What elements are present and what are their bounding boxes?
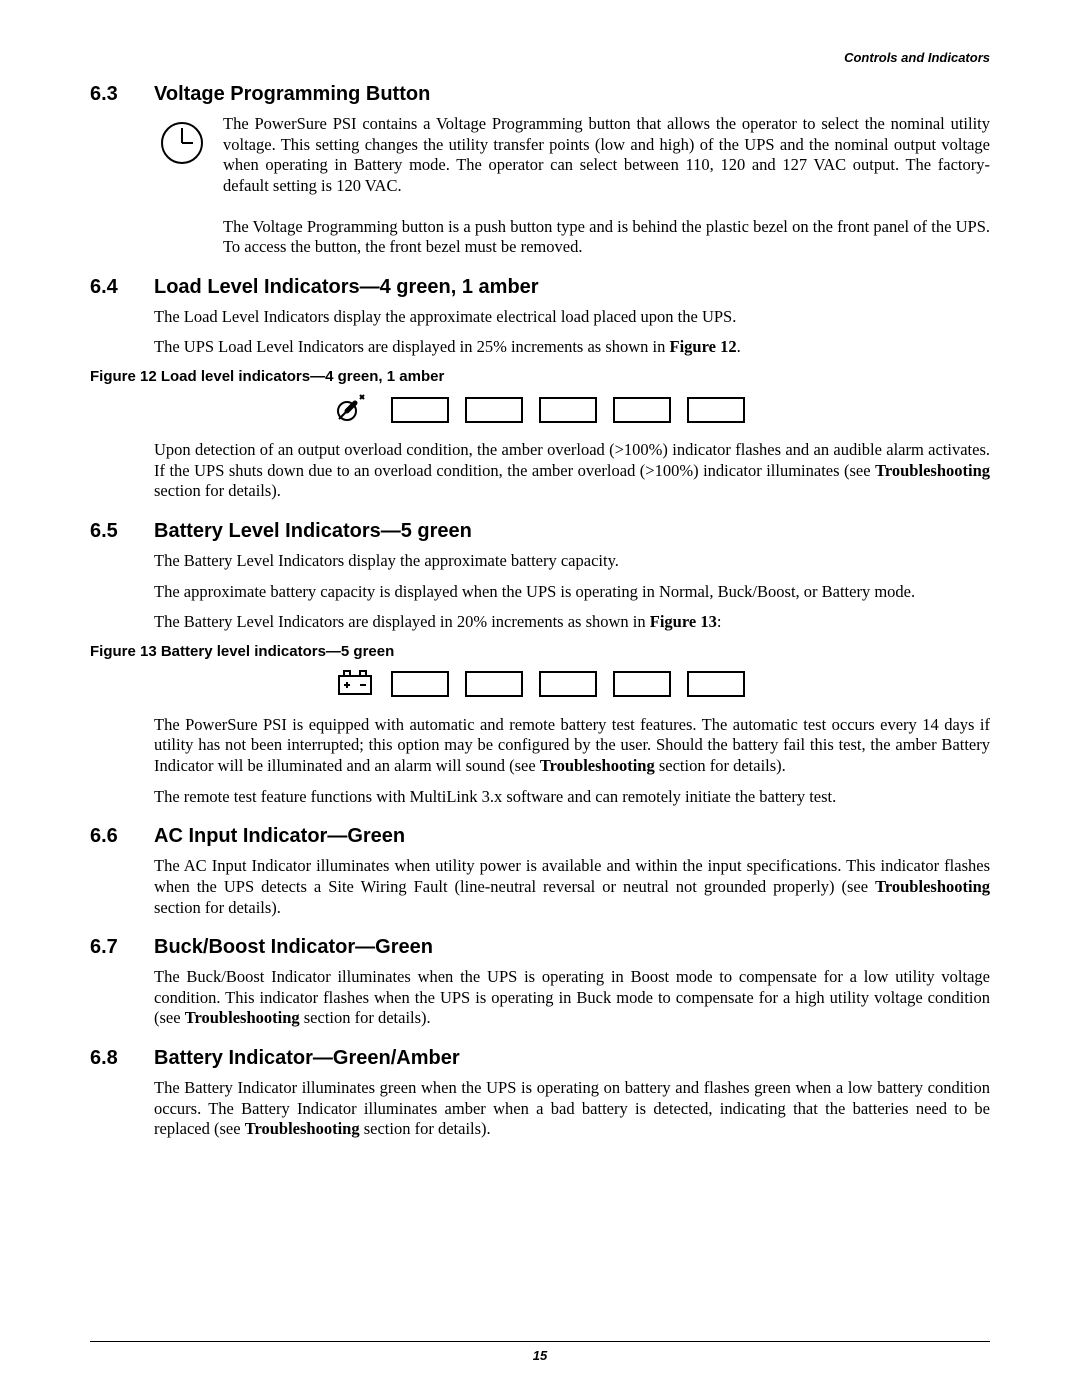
section-title: AC Input Indicator—Green xyxy=(154,825,405,848)
indicator-bar xyxy=(687,397,745,423)
text: section for details). xyxy=(154,481,281,500)
indicator-bar xyxy=(391,397,449,423)
body-paragraph: The remote test feature functions with M… xyxy=(154,787,990,808)
text: section for details). xyxy=(360,1119,491,1138)
troubleshooting-ref: Troubleshooting xyxy=(540,756,655,775)
load-icon xyxy=(335,391,375,428)
body-paragraph: The AC Input Indicator illuminates when … xyxy=(154,856,990,918)
figure-ref: Figure 12 xyxy=(670,337,737,356)
section-number: 6.5 xyxy=(90,520,130,543)
body-paragraph: The Battery Indicator illuminates green … xyxy=(154,1078,990,1140)
text: The UPS Load Level Indicators are displa… xyxy=(154,337,670,356)
text: section for details). xyxy=(300,1008,431,1027)
section-title: Buck/Boost Indicator—Green xyxy=(154,936,433,959)
figure-caption: Figure 13 Battery level indicators—5 gre… xyxy=(90,643,990,660)
text: The AC Input Indicator illuminates when … xyxy=(154,856,990,896)
indicator-bar xyxy=(539,397,597,423)
indicator-bar xyxy=(391,671,449,697)
body-paragraph: The Voltage Programming button is a push… xyxy=(223,217,990,258)
section-number: 6.7 xyxy=(90,936,130,959)
body-paragraph: The Battery Level Indicators display the… xyxy=(154,551,990,572)
indicator-bar xyxy=(465,671,523,697)
indicator-bar xyxy=(613,671,671,697)
figure-ref: Figure 13 xyxy=(650,612,717,631)
text: The Battery Level Indicators are display… xyxy=(154,612,650,631)
figure-12 xyxy=(90,391,990,428)
body-paragraph: Upon detection of an output overload con… xyxy=(154,440,990,502)
text: Upon detection of an output overload con… xyxy=(154,440,990,480)
text: . xyxy=(737,337,741,356)
indicator-bar xyxy=(687,671,745,697)
body-paragraph: The UPS Load Level Indicators are displa… xyxy=(154,337,990,358)
section-number: 6.8 xyxy=(90,1047,130,1070)
page-footer: 15 xyxy=(90,1341,990,1363)
figure-caption: Figure 12 Load level indicators—4 green,… xyxy=(90,368,990,385)
body-paragraph: The Battery Level Indicators are display… xyxy=(154,612,990,633)
page-number: 15 xyxy=(90,1348,990,1363)
battery-icon xyxy=(335,666,375,703)
body-paragraph: The PowerSure PSI contains a Voltage Pro… xyxy=(223,114,990,197)
troubleshooting-ref: Troubleshooting xyxy=(185,1008,300,1027)
section-title: Battery Indicator—Green/Amber xyxy=(154,1047,460,1070)
text: : xyxy=(717,612,722,631)
text: section for details). xyxy=(655,756,786,775)
section-6-3: 6.3 Voltage Programming Button The Power… xyxy=(90,83,990,258)
section-6-8: 6.8 Battery Indicator—Green/Amber The Ba… xyxy=(90,1047,990,1140)
section-title: Battery Level Indicators—5 green xyxy=(154,520,472,543)
indicator-bar xyxy=(613,397,671,423)
body-paragraph: The PowerSure PSI is equipped with autom… xyxy=(154,715,990,777)
section-6-4: 6.4 Load Level Indicators—4 green, 1 amb… xyxy=(90,276,990,502)
troubleshooting-ref: Troubleshooting xyxy=(245,1119,360,1138)
section-6-6: 6.6 AC Input Indicator—Green The AC Inpu… xyxy=(90,825,990,918)
text: section for details). xyxy=(154,898,281,917)
section-number: 6.6 xyxy=(90,825,130,848)
section-6-7: 6.7 Buck/Boost Indicator—Green The Buck/… xyxy=(90,936,990,1029)
section-number: 6.3 xyxy=(90,83,130,106)
troubleshooting-ref: Troubleshooting xyxy=(875,877,990,896)
section-number: 6.4 xyxy=(90,276,130,299)
body-paragraph: The Load Level Indicators display the ap… xyxy=(154,307,990,328)
page-header: Controls and Indicators xyxy=(90,50,990,65)
voltage-button-icon xyxy=(154,114,209,207)
section-title: Load Level Indicators—4 green, 1 amber xyxy=(154,276,539,299)
section-6-5: 6.5 Battery Level Indicators—5 green The… xyxy=(90,520,990,807)
figure-13 xyxy=(90,666,990,703)
indicator-bar xyxy=(465,397,523,423)
troubleshooting-ref: Troubleshooting xyxy=(875,461,990,480)
body-paragraph: The approximate battery capacity is disp… xyxy=(154,582,990,603)
section-title: Voltage Programming Button xyxy=(154,83,430,106)
body-paragraph: The Buck/Boost Indicator illuminates whe… xyxy=(154,967,990,1029)
indicator-bar xyxy=(539,671,597,697)
